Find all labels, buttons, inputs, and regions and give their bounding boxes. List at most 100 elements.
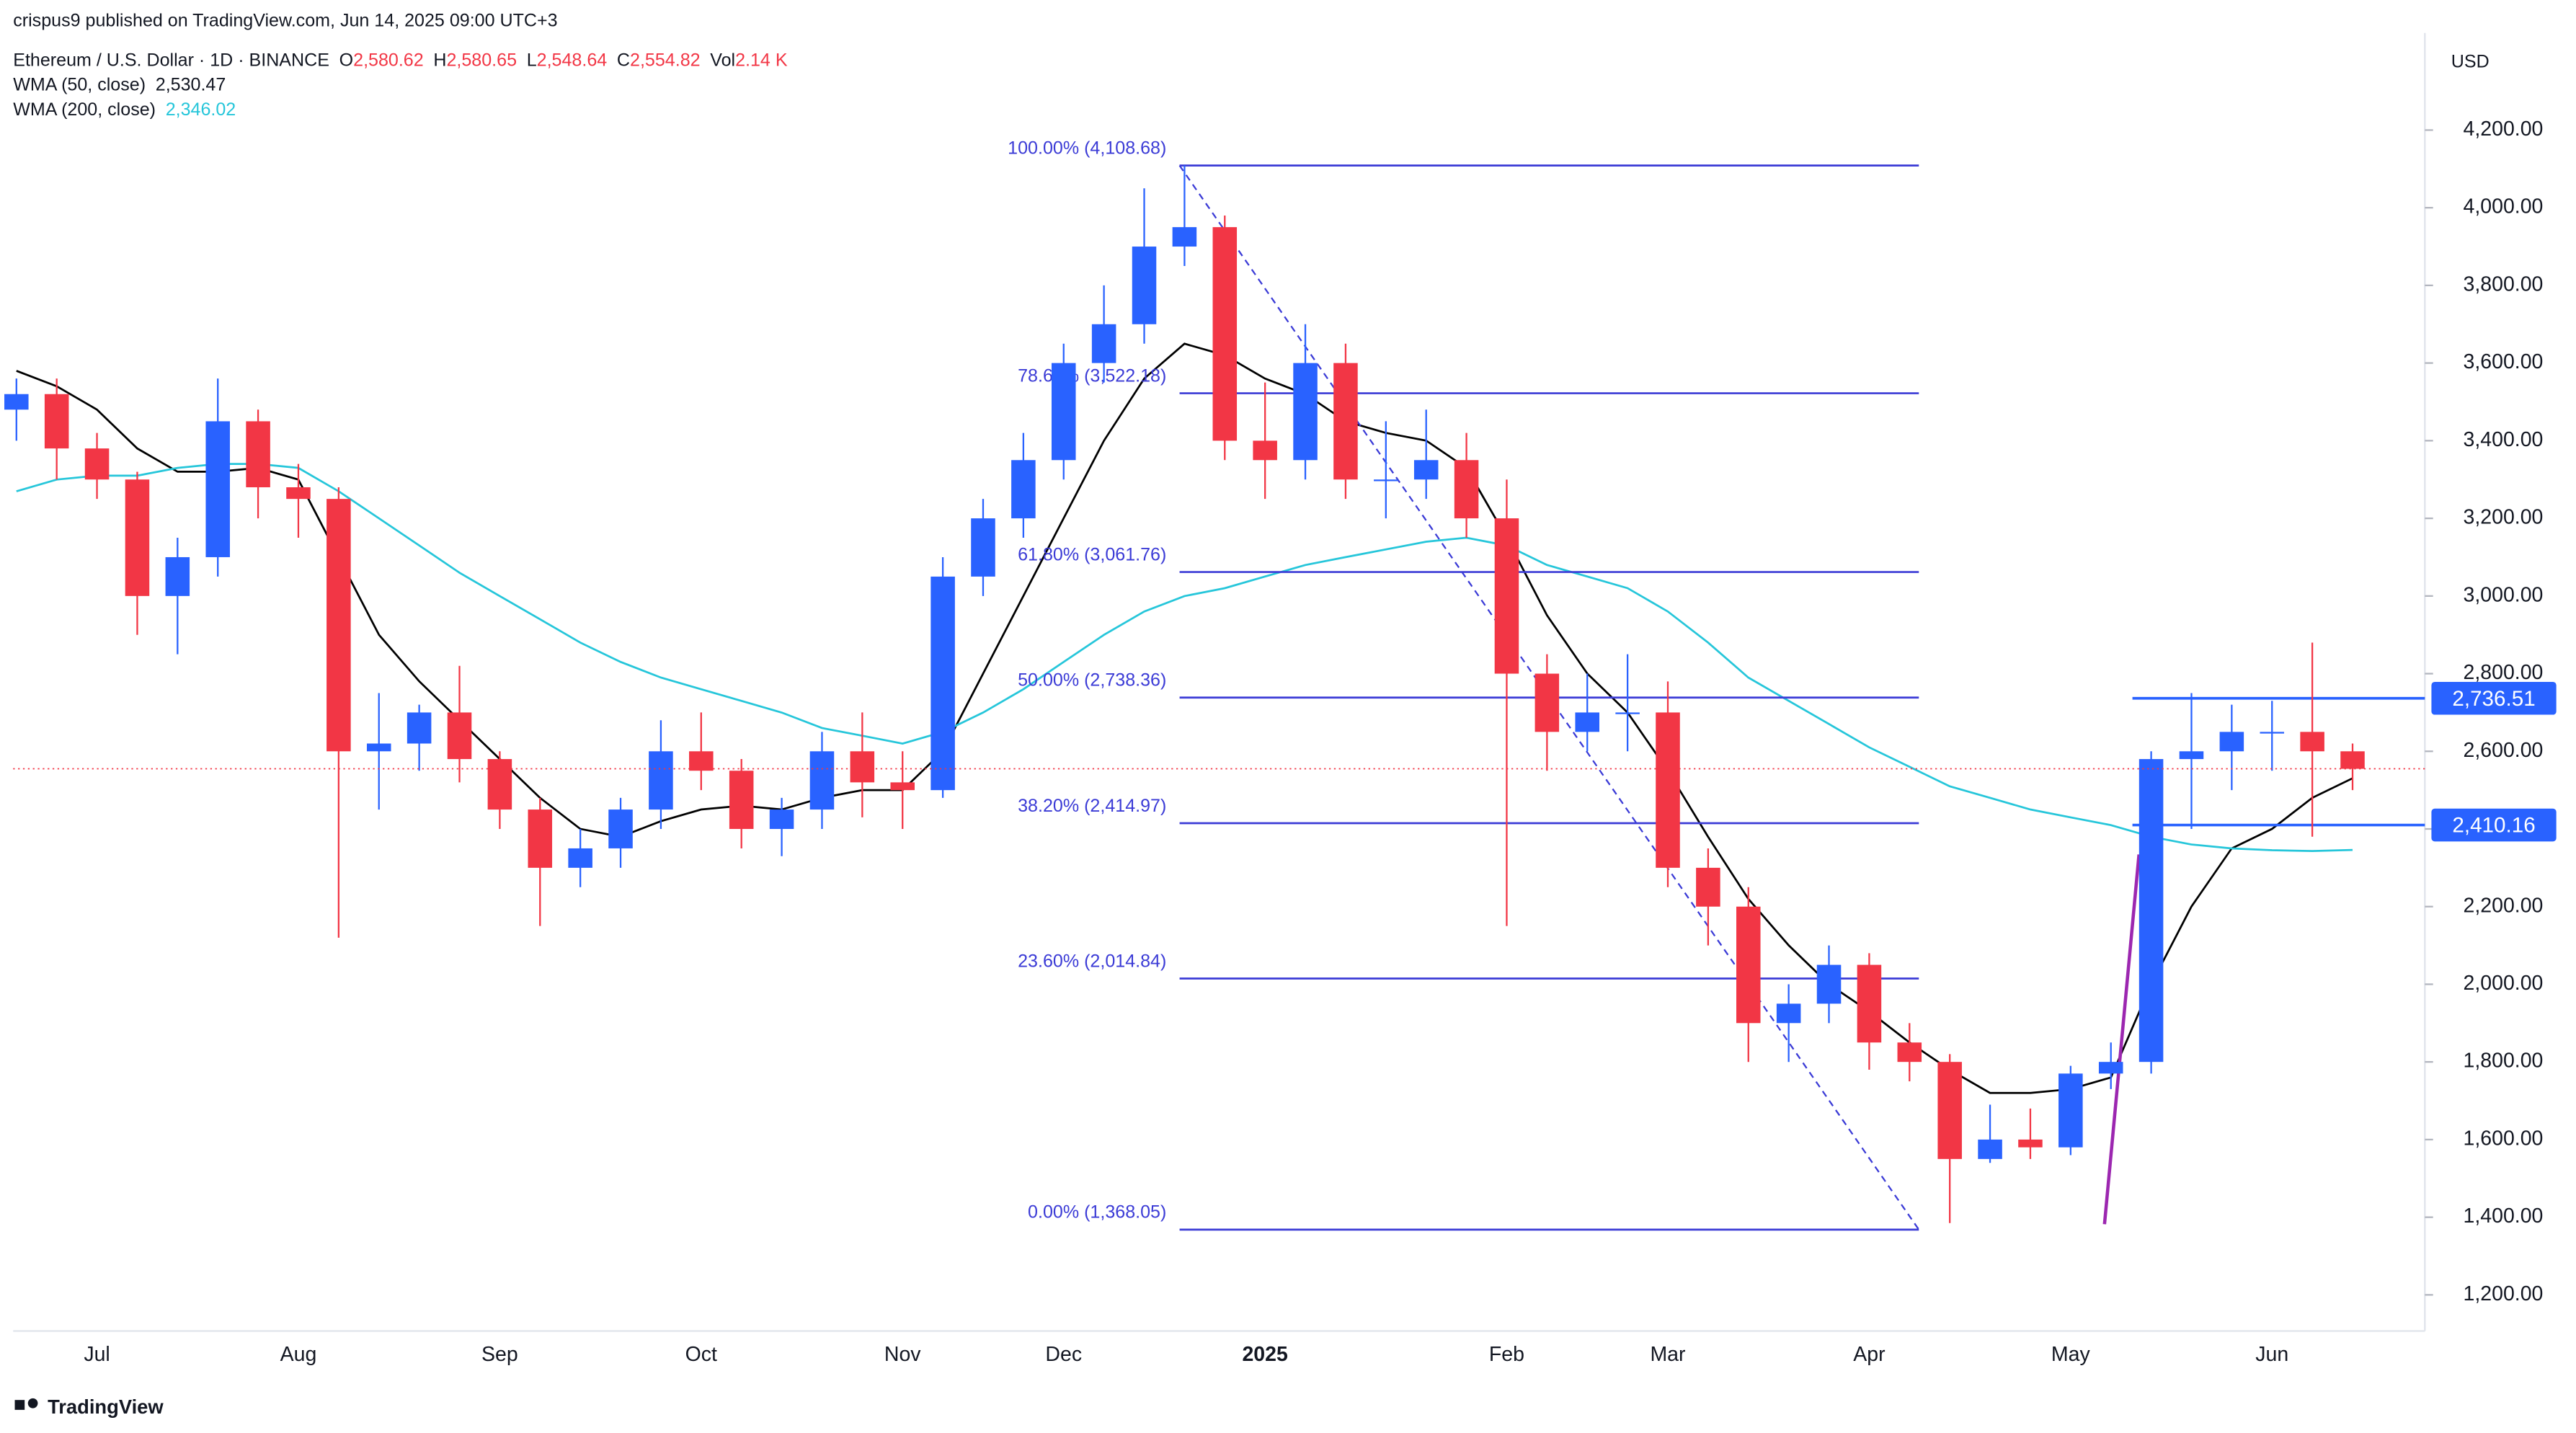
y-tick-label: 3,200.00 bbox=[2464, 506, 2544, 529]
legend-part: H bbox=[433, 50, 446, 70]
candle-body bbox=[1011, 460, 1036, 519]
indicator-legend: WMA (50, close) 2,530.47 bbox=[13, 74, 226, 94]
x-tick-label: Feb bbox=[1489, 1343, 1524, 1366]
y-tick-label: 1,600.00 bbox=[2464, 1127, 2544, 1150]
trend-line bbox=[2102, 854, 2141, 1225]
y-tick-label: 1,800.00 bbox=[2464, 1050, 2544, 1073]
y-tick-label: 2,200.00 bbox=[2464, 894, 2544, 917]
fib-label: 50.00% (2,738.36) bbox=[1018, 670, 1166, 691]
price-tag bbox=[2431, 808, 2557, 842]
fib-label: 78.60% (3,522.18) bbox=[1018, 365, 1166, 386]
candle-body bbox=[971, 518, 995, 577]
candle-body bbox=[2179, 751, 2204, 760]
symbol-legend: Ethereum / U.S. Dollar · 1D · BINANCE O2,… bbox=[13, 50, 788, 70]
legend-part: 2.14 K bbox=[735, 50, 788, 70]
x-tick-label: Nov bbox=[884, 1343, 921, 1366]
candle-body bbox=[2260, 732, 2285, 734]
candle-body bbox=[1696, 867, 1720, 907]
fib-label: 100.00% (4,108.68) bbox=[1008, 138, 1166, 158]
candle-body bbox=[2138, 759, 2164, 1062]
author-line: crispus9 published on TradingView.com, J… bbox=[13, 10, 557, 30]
legend-part: 2,580.65 bbox=[446, 50, 517, 70]
legend-value: 2,530.47 bbox=[156, 74, 226, 94]
y-tick-label: 4,200.00 bbox=[2464, 117, 2544, 141]
x-tick-label: May bbox=[2051, 1343, 2091, 1366]
y-tick-label: 2,000.00 bbox=[2464, 972, 2544, 995]
candle-body bbox=[1253, 440, 1277, 461]
logo bbox=[14, 1400, 25, 1410]
candle-body bbox=[2219, 732, 2244, 752]
candle-body bbox=[286, 487, 311, 500]
x-tick-label: Mar bbox=[1650, 1343, 1686, 1366]
brand: TradingView bbox=[14, 1396, 164, 1418]
candle-body bbox=[165, 556, 190, 596]
candle-body bbox=[205, 421, 230, 557]
candle-body bbox=[1937, 1062, 1962, 1159]
wma-line bbox=[16, 463, 2353, 853]
candle-body bbox=[1132, 247, 1157, 324]
candle-body bbox=[1615, 712, 1640, 714]
candle-body bbox=[2300, 732, 2324, 752]
legend-name: WMA (50, close) bbox=[13, 74, 146, 94]
legend-value: 2,346.02 bbox=[166, 99, 236, 120]
candle-body bbox=[1575, 712, 1599, 732]
candle-body bbox=[2340, 751, 2365, 769]
price-tag-label: 2,410.16 bbox=[2452, 814, 2535, 838]
candle-body bbox=[568, 848, 592, 868]
fib-label: 23.60% (2,014.84) bbox=[1018, 951, 1166, 971]
legend-part: 2,554.82 bbox=[630, 50, 701, 70]
x-tick-label: Jun bbox=[2255, 1343, 2288, 1366]
candle-body bbox=[1293, 363, 1318, 461]
candle-body bbox=[1454, 460, 1479, 519]
y-tick-label: 3,000.00 bbox=[2464, 583, 2544, 606]
legend-part: L bbox=[527, 50, 537, 70]
candle-body bbox=[487, 759, 512, 810]
x-tick-label: Jul bbox=[84, 1343, 110, 1366]
candle-body bbox=[366, 743, 391, 752]
price-tag-label: 2,736.51 bbox=[2452, 687, 2535, 711]
candle-body bbox=[44, 394, 69, 449]
candle-body bbox=[1656, 712, 1680, 868]
candle-body bbox=[608, 809, 633, 848]
y-tick-label: 4,000.00 bbox=[2464, 195, 2544, 218]
candle-body bbox=[1494, 518, 1519, 674]
candle-body bbox=[689, 751, 714, 771]
wma-line bbox=[16, 342, 2353, 1094]
fib-label: 0.00% (1,368.05) bbox=[1028, 1202, 1166, 1223]
candle-body bbox=[1413, 460, 1439, 480]
candle-body bbox=[1857, 964, 1882, 1043]
x-tick-label: Oct bbox=[685, 1343, 717, 1366]
candle-body bbox=[729, 771, 754, 830]
legend-part: O bbox=[339, 50, 353, 70]
candle-body bbox=[4, 394, 29, 410]
legend-part: 2,548.64 bbox=[537, 50, 608, 70]
candle-body bbox=[1816, 964, 1842, 1004]
candle-body bbox=[1051, 363, 1076, 461]
legend-part: 2,580.62 bbox=[353, 50, 424, 70]
legend-part: Vol bbox=[710, 50, 735, 70]
x-tick-label: Apr bbox=[1853, 1343, 1886, 1366]
y-tick-label: 1,200.00 bbox=[2464, 1282, 2544, 1305]
legend-part: Ethereum / U.S. Dollar · 1D · BINANCE bbox=[13, 50, 329, 70]
candle-body bbox=[1776, 1003, 1801, 1024]
candle-body bbox=[931, 576, 955, 791]
candle-body bbox=[1212, 227, 1238, 441]
logo bbox=[27, 1398, 38, 1408]
x-tick-label: Dec bbox=[1045, 1343, 1082, 1366]
y-tick-label: 2,600.00 bbox=[2464, 739, 2544, 762]
candle-body bbox=[1535, 673, 1560, 732]
candle-body bbox=[327, 499, 351, 752]
candle-body bbox=[1333, 363, 1358, 480]
y-tick-label: 2,800.00 bbox=[2464, 661, 2544, 684]
brand-name: TradingView bbox=[48, 1396, 164, 1418]
candle-body bbox=[850, 751, 875, 783]
x-tick-label: Sep bbox=[481, 1343, 518, 1366]
candle-body bbox=[1091, 324, 1116, 363]
candle-body bbox=[1172, 227, 1197, 247]
fib-label: 38.20% (2,414.97) bbox=[1018, 796, 1166, 816]
candle-body bbox=[2058, 1073, 2083, 1148]
legend-part: C bbox=[617, 50, 630, 70]
y-tick-label: 3,400.00 bbox=[2464, 428, 2544, 451]
